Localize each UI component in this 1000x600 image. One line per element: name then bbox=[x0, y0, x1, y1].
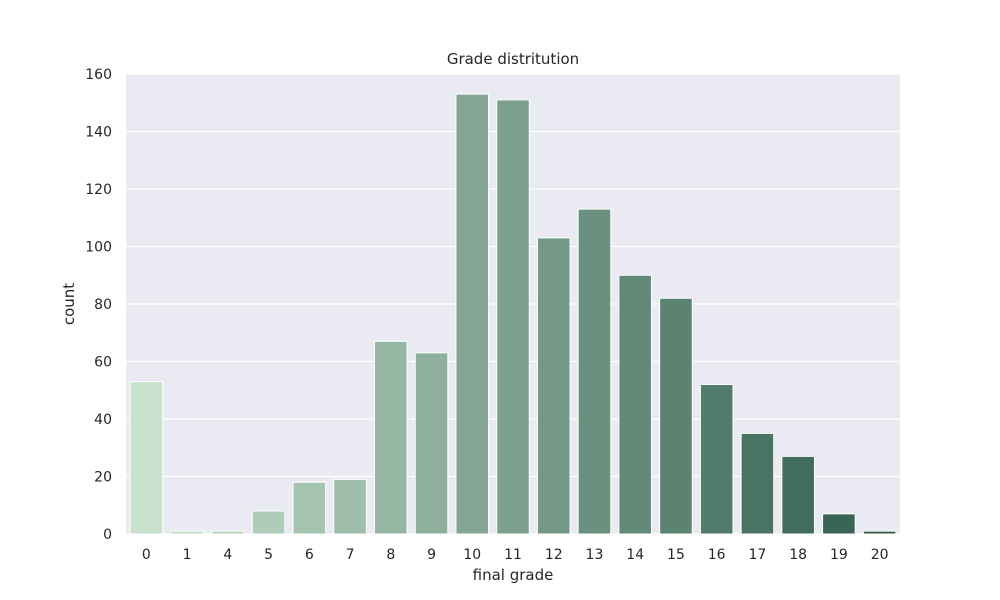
bar-0 bbox=[129, 381, 164, 535]
x-tick-labels: 0 1 4 5 6 7 8 9 10 11 12 13 14 15 16 17 18 19 20 bbox=[142, 547, 889, 563]
x-tick-label: 0 bbox=[142, 547, 151, 563]
x-tick-label: 1 bbox=[183, 547, 192, 563]
x-tick-label: 19 bbox=[830, 547, 848, 563]
x-tick-label: 9 bbox=[427, 547, 436, 563]
y-tick-label: 80 bbox=[94, 297, 112, 313]
bar-10 bbox=[455, 93, 490, 535]
bar-17 bbox=[740, 432, 775, 535]
x-tick-label: 20 bbox=[871, 547, 889, 563]
x-axis-label: final grade bbox=[473, 566, 554, 584]
x-tick-label: 7 bbox=[346, 547, 355, 563]
bar-13 bbox=[577, 208, 612, 535]
y-tick-label: 40 bbox=[94, 412, 112, 428]
bar-16 bbox=[699, 384, 734, 535]
y-tick-labels: 0 20 40 60 80 100 120 140 160 bbox=[85, 67, 112, 543]
y-tick-label: 20 bbox=[94, 470, 112, 486]
chart-title: Grade distritution bbox=[447, 50, 579, 68]
bars bbox=[129, 93, 897, 535]
x-tick-label: 17 bbox=[749, 547, 767, 563]
y-tick-label: 60 bbox=[94, 355, 112, 371]
bar-5 bbox=[251, 510, 286, 535]
x-tick-label: 5 bbox=[264, 547, 273, 563]
bar-14 bbox=[618, 274, 653, 535]
bar-12 bbox=[536, 237, 571, 535]
bar-7 bbox=[333, 478, 367, 535]
bar-18 bbox=[781, 455, 815, 535]
x-tick-label: 18 bbox=[789, 547, 807, 563]
y-tick-label: 100 bbox=[85, 240, 112, 256]
y-tick-label: 160 bbox=[85, 67, 112, 83]
x-tick-label: 11 bbox=[504, 547, 522, 563]
bar-11 bbox=[496, 99, 530, 535]
bar-19 bbox=[822, 513, 856, 535]
x-tick-label: 4 bbox=[223, 547, 232, 563]
y-axis-label: count bbox=[60, 283, 78, 325]
x-tick-label: 14 bbox=[626, 547, 644, 563]
x-tick-label: 10 bbox=[463, 547, 481, 563]
bar-6 bbox=[292, 481, 327, 535]
bar-9 bbox=[414, 352, 449, 535]
x-tick-label: 8 bbox=[386, 547, 395, 563]
bar-20 bbox=[862, 530, 897, 535]
bar-1 bbox=[170, 530, 204, 535]
x-tick-label: 16 bbox=[708, 547, 726, 563]
x-tick-label: 6 bbox=[305, 547, 314, 563]
bar-8 bbox=[373, 340, 408, 535]
x-tick-label: 13 bbox=[586, 547, 604, 563]
y-tick-label: 140 bbox=[85, 125, 112, 141]
x-tick-label: 12 bbox=[545, 547, 563, 563]
bar-4 bbox=[211, 530, 245, 535]
y-tick-label: 120 bbox=[85, 182, 112, 198]
y-tick-label: 0 bbox=[103, 527, 112, 543]
x-tick-label: 15 bbox=[667, 547, 685, 563]
bar-15 bbox=[659, 297, 693, 535]
